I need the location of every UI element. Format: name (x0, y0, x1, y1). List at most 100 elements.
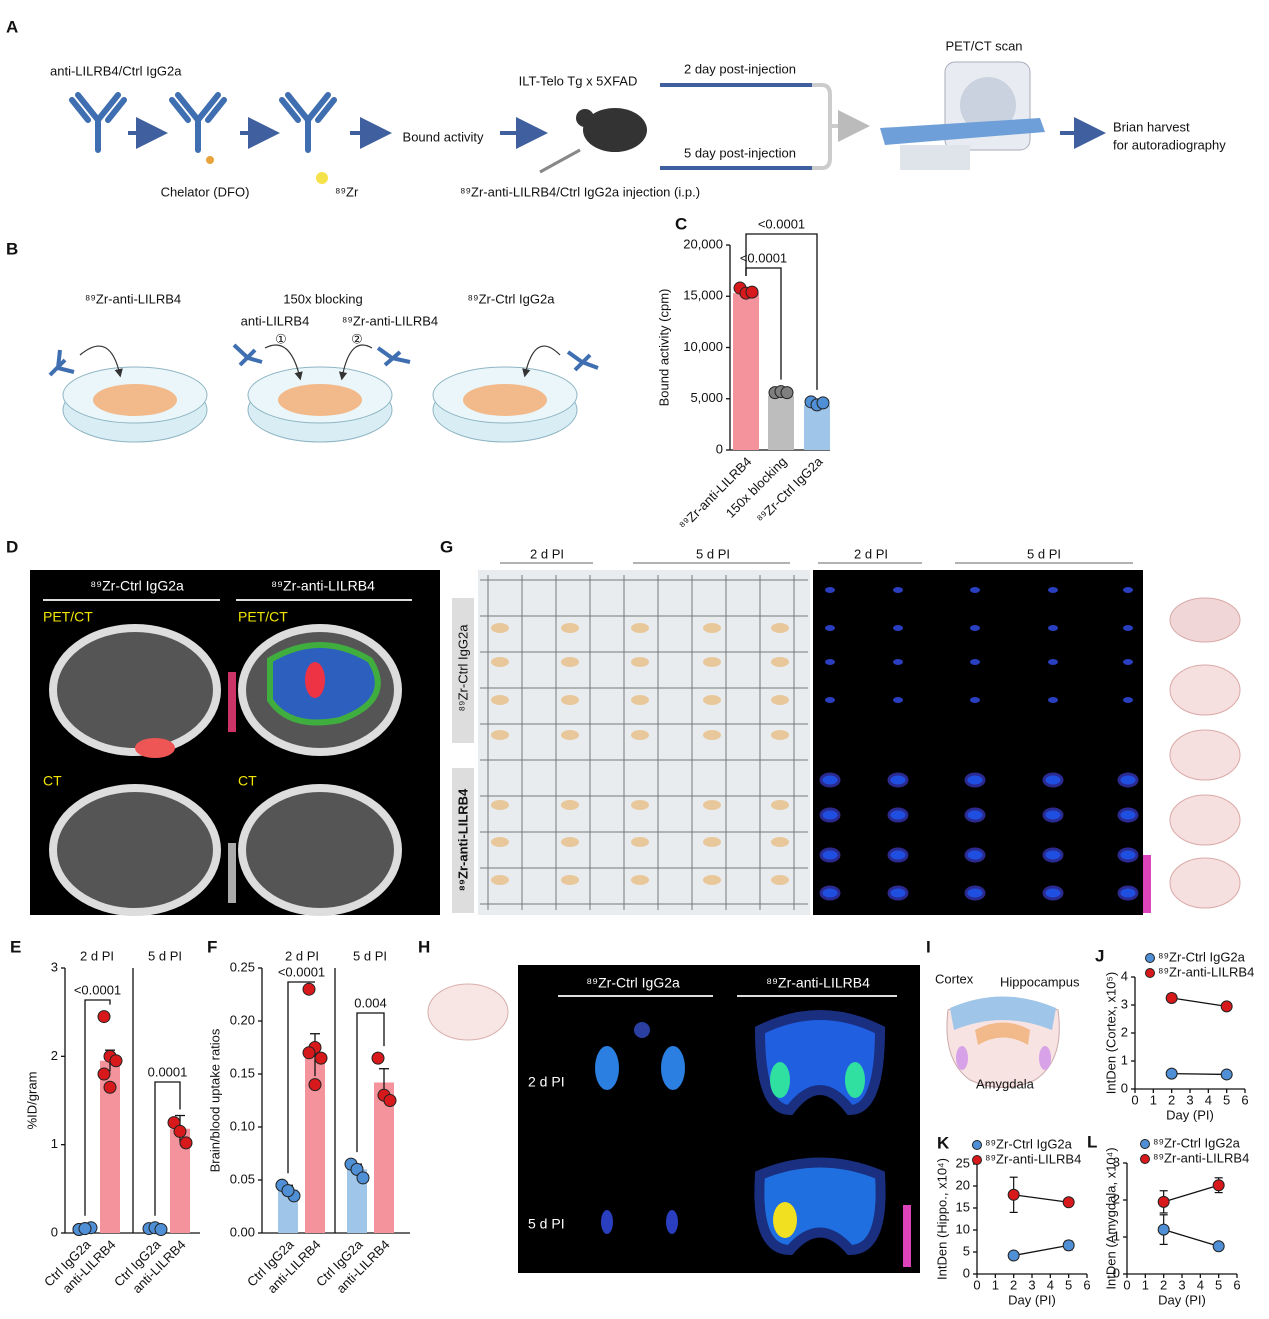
data-point (1007, 1188, 1020, 1201)
spot (819, 807, 841, 823)
connector (812, 83, 862, 170)
label: ⁸⁹Zr-Ctrl IgG2a (468, 291, 556, 306)
spot (819, 772, 841, 788)
spot (1048, 625, 1058, 631)
data-point (1007, 1249, 1020, 1262)
data-point (154, 1222, 168, 1236)
y-tick-label: 15 (956, 1199, 970, 1214)
y-tick-label: 0.20 (230, 1012, 255, 1027)
mouse-icon (576, 109, 594, 127)
data-point (78, 1222, 92, 1236)
spot (887, 847, 909, 863)
bar (733, 293, 759, 450)
spot (1123, 587, 1133, 593)
tissue-slice (703, 837, 721, 847)
significance-bracket (84, 999, 111, 1216)
tissue-slice (771, 875, 789, 885)
series-line (1171, 997, 1227, 1008)
data-point (1165, 992, 1178, 1004)
y-tick-label: 0 (716, 441, 723, 456)
y-axis-label: Bound activity (cpm) (656, 289, 671, 407)
photo-grid (480, 575, 808, 910)
x-tick-label: 4 (1205, 1092, 1212, 1107)
data-point (1212, 1179, 1225, 1192)
legend-marker (1140, 1139, 1150, 1149)
data-point (356, 1171, 370, 1185)
spot (1123, 659, 1133, 665)
p-value: 0.004 (354, 995, 387, 1010)
tissue-slice (491, 695, 509, 705)
column-label: 2 d PI (530, 546, 564, 561)
y-tick-label: 3 (1121, 996, 1128, 1011)
spot (1042, 772, 1064, 788)
tissue-slice (771, 695, 789, 705)
group-label: 5 d PI (353, 948, 387, 963)
x-tick-label: 4 (1197, 1277, 1204, 1292)
colorbar (1143, 855, 1151, 913)
ct-slices (49, 624, 402, 916)
tissue-slice (561, 623, 579, 633)
legend-label: ⁸⁹Zr-anti-LILRB4 (1153, 1150, 1249, 1165)
y-tick-label: 20 (956, 1177, 970, 1192)
tissue-slice (771, 837, 789, 847)
x-tick-label: 3 (1186, 1092, 1193, 1107)
panel-label: K (937, 1133, 950, 1152)
spot (893, 697, 903, 703)
row-label: PET/CT (238, 609, 288, 625)
spot (1123, 697, 1133, 703)
x-tick-label: 5 (1065, 1277, 1072, 1292)
spot (1123, 625, 1133, 631)
y-tick-label: 10 (956, 1221, 970, 1236)
y-tick-label: 5,000 (690, 390, 723, 405)
legend-marker (1145, 953, 1155, 963)
colorbar (228, 672, 236, 732)
spot (970, 587, 980, 593)
significance-bracket (356, 1012, 385, 1153)
region-label: Amygdala (976, 1076, 1035, 1091)
hippocampus-region (975, 1022, 1030, 1045)
data-point (167, 1116, 181, 1130)
y-tick-label: 3 (1113, 1154, 1120, 1169)
bar (768, 395, 794, 450)
spot (964, 847, 986, 863)
data-point (179, 1136, 193, 1150)
data-point (780, 386, 794, 400)
legend-marker (972, 1155, 982, 1165)
tissue-slice (631, 657, 649, 667)
mouse-icon (583, 108, 647, 152)
y-tick-label: 15,000 (683, 288, 723, 303)
panel-label: J (1095, 946, 1104, 965)
spot (825, 625, 835, 631)
pet-signal (305, 662, 325, 698)
syringe-icon (539, 148, 581, 174)
tissue-slice (561, 730, 579, 740)
scanner-base (900, 145, 970, 170)
spot (825, 659, 835, 665)
data-point (745, 285, 759, 299)
data-point (816, 396, 830, 410)
row-label: ⁸⁹Zr-Ctrl IgG2a (455, 624, 470, 712)
y-axis-label: Brain/blood uptake ratios (207, 1028, 222, 1172)
y-tick-label: 5 (963, 1243, 970, 1258)
tissue-slice (631, 623, 649, 633)
label: ILT-Telo Tg x 5XFAD (519, 73, 638, 88)
column-label: 5 d PI (696, 546, 730, 561)
y-tick-label: 4 (1121, 968, 1128, 983)
panel-d: D ⁸⁹Zr-Ctrl IgG2a ⁸⁹Zr-anti-LILRB4 PET/C… (6, 537, 440, 916)
x-tick-label: 0 (1123, 1277, 1130, 1292)
panel-label: L (1087, 1132, 1097, 1151)
amygdala-region (956, 1046, 968, 1070)
x-tick-label: 0 (973, 1277, 980, 1292)
pet-signal (135, 738, 175, 758)
tissue-slice (771, 800, 789, 810)
x-tick-label: 5 (1215, 1277, 1222, 1292)
antibody-icons (69, 92, 337, 153)
row-label: 2 d PI (528, 1074, 565, 1090)
tissue-slice (491, 875, 509, 885)
data-point (1220, 1068, 1233, 1081)
signal-blobs (595, 1010, 886, 1256)
data-point (371, 1051, 385, 1065)
spot (825, 697, 835, 703)
spot (1117, 772, 1139, 788)
